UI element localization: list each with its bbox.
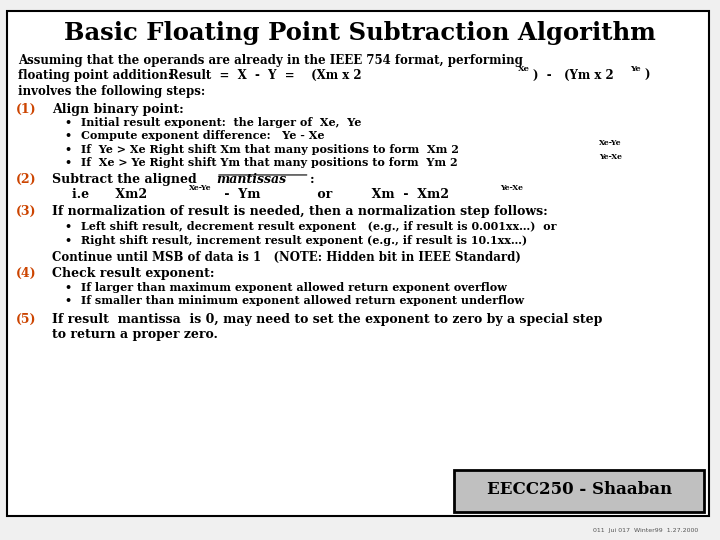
Text: -  Ym             or         Xm  -  Xm2: - Ym or Xm - Xm2 xyxy=(220,188,449,201)
FancyBboxPatch shape xyxy=(7,11,709,516)
Text: Ye-Xe: Ye-Xe xyxy=(500,184,523,192)
Text: Right shift result, increment result exponent (e.g., if result is 10.1xx…): Right shift result, increment result exp… xyxy=(81,235,527,246)
Text: Continue until MSB of data is 1   (NOTE: Hidden bit in IEEE Standard): Continue until MSB of data is 1 (NOTE: H… xyxy=(52,251,521,264)
Text: (1): (1) xyxy=(16,103,37,116)
Text: •: • xyxy=(65,235,72,246)
Text: If larger than maximum exponent allowed return exponent overflow: If larger than maximum exponent allowed … xyxy=(81,282,506,293)
Text: If result  mantissa  is 0, may need to set the exponent to zero by a special ste: If result mantissa is 0, may need to set… xyxy=(52,313,602,326)
Text: Result  =  X  -  Y  =    (Xm x 2: Result = X - Y = (Xm x 2 xyxy=(169,69,362,82)
Text: Ye-Xe: Ye-Xe xyxy=(599,153,622,161)
Text: (3): (3) xyxy=(16,205,36,218)
Text: involves the following steps:: involves the following steps: xyxy=(18,85,205,98)
Text: If  Ye > Xe Right shift Xm that many positions to form  Xm 2: If Ye > Xe Right shift Xm that many posi… xyxy=(81,144,459,154)
Text: If smaller than minimum exponent allowed return exponent underflow: If smaller than minimum exponent allowed… xyxy=(81,295,523,306)
Text: Left shift result, decrement result exponent   (e.g., if result is 0.001xx…)  or: Left shift result, decrement result expo… xyxy=(81,221,556,232)
Text: Compute exponent difference:   Ye - Xe: Compute exponent difference: Ye - Xe xyxy=(81,130,324,141)
Text: :: : xyxy=(310,173,314,186)
Text: •: • xyxy=(65,130,72,141)
Text: ): ) xyxy=(644,69,650,82)
Text: i.e      Xm2: i.e Xm2 xyxy=(72,188,147,201)
Text: (4): (4) xyxy=(16,267,37,280)
Text: Xe-Ye: Xe-Ye xyxy=(189,184,212,192)
Text: Subtract the aligned: Subtract the aligned xyxy=(52,173,201,186)
Text: •: • xyxy=(65,282,72,293)
Text: •: • xyxy=(65,144,72,154)
Text: Basic Floating Point Subtraction Algorithm: Basic Floating Point Subtraction Algorit… xyxy=(64,21,656,44)
FancyBboxPatch shape xyxy=(454,470,704,512)
Text: If  Xe > Ye Right shift Ym that many positions to form  Ym 2: If Xe > Ye Right shift Ym that many posi… xyxy=(81,157,457,168)
Text: •: • xyxy=(65,157,72,168)
Text: (5): (5) xyxy=(16,313,36,326)
Text: Initial result exponent:  the larger of  Xe,  Ye: Initial result exponent: the larger of X… xyxy=(81,117,361,127)
Text: Align binary point:: Align binary point: xyxy=(52,103,184,116)
Text: to return a proper zero.: to return a proper zero. xyxy=(52,328,217,341)
Text: •: • xyxy=(65,221,72,232)
Text: EECC250 - Shaaban: EECC250 - Shaaban xyxy=(487,481,672,498)
Text: •: • xyxy=(65,117,72,127)
Text: )  -   (Ym x 2: ) - (Ym x 2 xyxy=(533,69,613,82)
Text: floating point addition:: floating point addition: xyxy=(18,69,172,82)
Text: Ye: Ye xyxy=(630,65,641,73)
Text: Check result exponent:: Check result exponent: xyxy=(52,267,215,280)
Text: 011  Jui 017  Winter99  1.27.2000: 011 Jui 017 Winter99 1.27.2000 xyxy=(593,528,698,533)
Text: If normalization of result is needed, then a normalization step follows:: If normalization of result is needed, th… xyxy=(52,205,548,218)
Text: •: • xyxy=(65,295,72,306)
Text: Assuming that the operands are already in the IEEE 754 format, performing: Assuming that the operands are already i… xyxy=(18,54,523,67)
Text: Xe: Xe xyxy=(518,65,530,73)
Text: (2): (2) xyxy=(16,173,37,186)
Text: mantissas: mantissas xyxy=(216,173,286,186)
Text: Xe-Ye: Xe-Ye xyxy=(599,139,621,147)
